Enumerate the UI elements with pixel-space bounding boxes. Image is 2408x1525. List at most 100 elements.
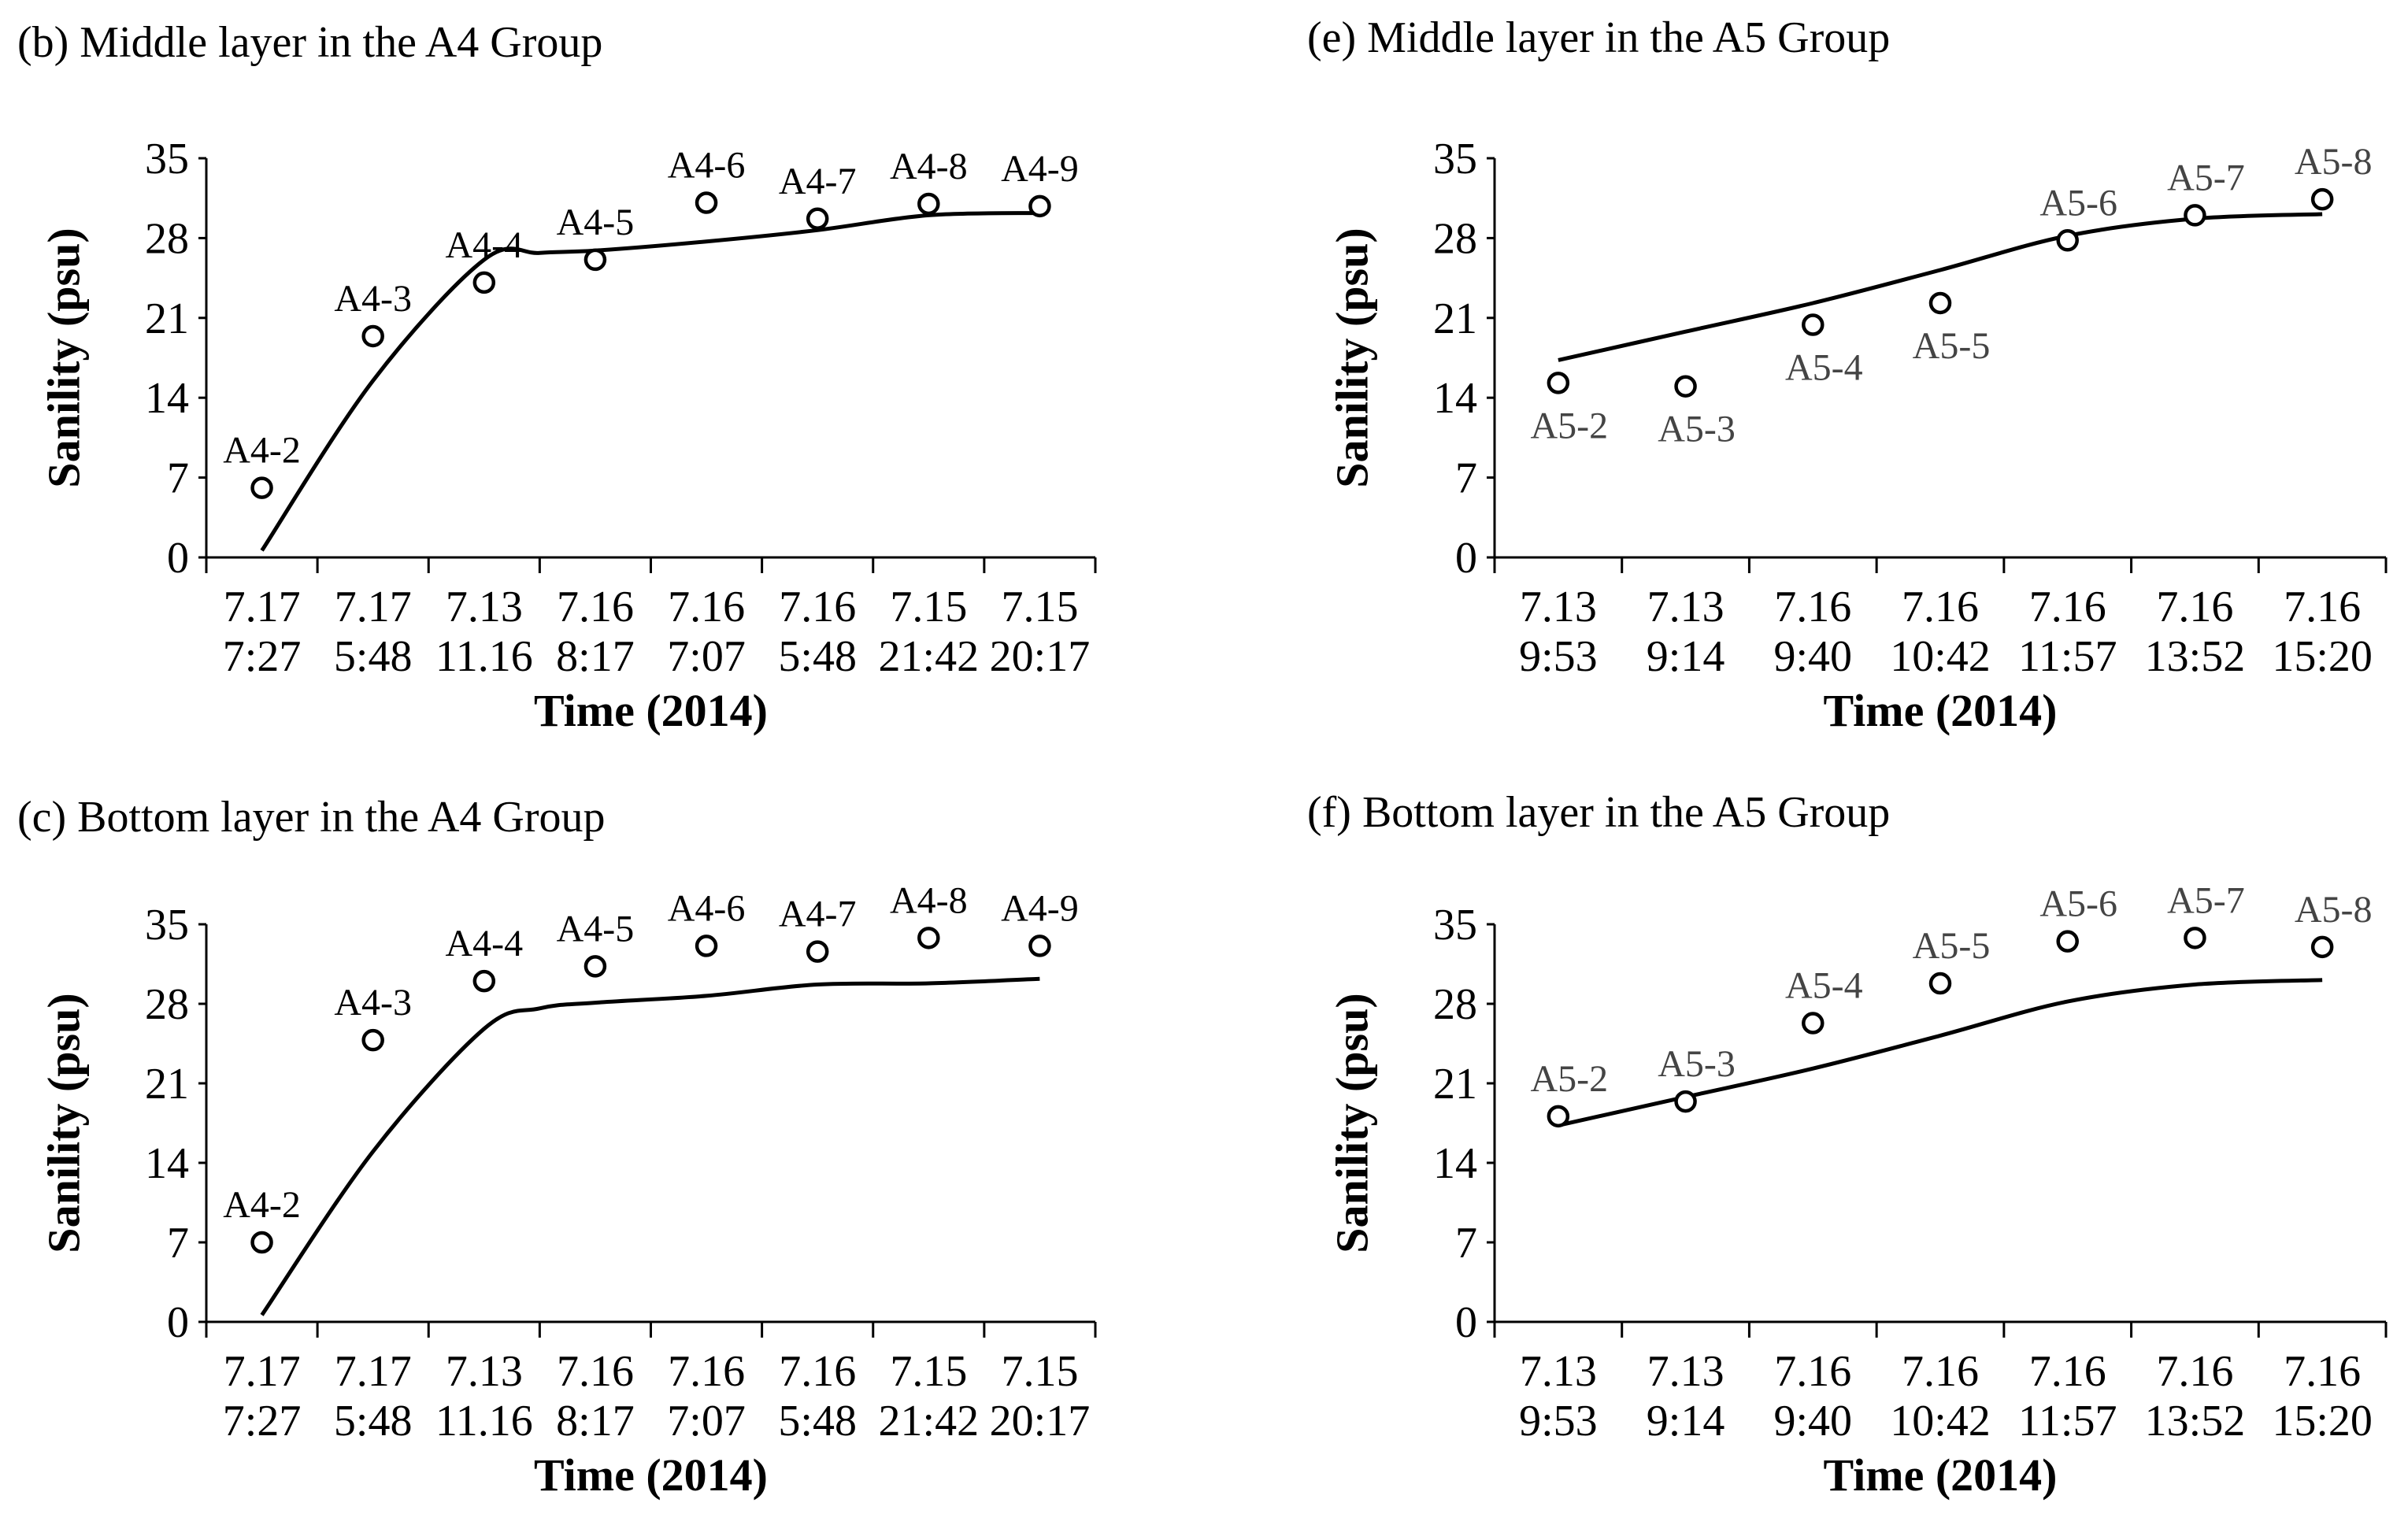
data-point-label: A4-9	[1001, 148, 1079, 190]
x-tick-label-date: 7.15	[890, 1347, 967, 1396]
data-point-label: A4-6	[668, 887, 746, 929]
x-axis-title: Time (2014)	[1824, 1449, 2058, 1501]
data-point-marker	[1028, 935, 1051, 957]
data-point-marker	[1547, 1105, 1570, 1128]
y-tick-label: 35	[1433, 901, 1477, 949]
x-tick-label-time: 5:48	[778, 632, 857, 681]
y-tick-label: 21	[145, 294, 189, 343]
data-point-label: A4-6	[668, 144, 746, 186]
panel-title: (f) Bottom layer in the A5 Group	[1307, 788, 1890, 837]
y-tick-label: 7	[167, 454, 189, 503]
y-tick-label: 7	[1455, 1219, 1477, 1268]
data-point-marker	[1802, 313, 1825, 336]
data-point-marker	[472, 969, 496, 993]
x-tick-label-date: 7.13	[1647, 1347, 1724, 1396]
x-tick-label-time: 11.16	[435, 1397, 533, 1445]
x-tick-label-date: 7.13	[1520, 583, 1597, 631]
data-point-marker	[917, 927, 940, 949]
x-tick-label-date: 7.15	[1001, 583, 1078, 631]
y-tick-label: 14	[145, 374, 189, 423]
data-point-label: A4-8	[890, 146, 968, 187]
data-point-label: A4-9	[1001, 887, 1079, 929]
data-point-marker	[583, 955, 607, 978]
x-tick-label-time: 5:48	[334, 632, 413, 681]
data-point-marker	[1028, 194, 1051, 218]
x-tick-label-date: 7.13	[446, 583, 523, 631]
data-point-label: A4-5	[557, 908, 635, 949]
x-tick-label-time: 20:17	[990, 1397, 1091, 1445]
y-tick-label: 7	[167, 1219, 189, 1268]
x-tick-label-date: 7.16	[668, 1347, 745, 1396]
x-tick-label-time: 8:17	[556, 632, 635, 681]
data-point-marker	[806, 940, 829, 963]
x-tick-label-date: 7.16	[557, 1347, 634, 1396]
data-point-label: A5-6	[2039, 182, 2117, 224]
fitted-curve	[260, 976, 1040, 1316]
x-tick-label-time: 5:48	[334, 1397, 413, 1445]
y-tick-label: 14	[1433, 1139, 1477, 1188]
data-point-label: A5-3	[1658, 409, 1736, 450]
x-tick-label-date: 7.15	[890, 583, 967, 631]
x-tick-label-date: 7.16	[2029, 1347, 2106, 1396]
x-tick-label-time: 9:40	[1774, 1397, 1853, 1445]
x-tick-label-time: 20:17	[990, 632, 1091, 681]
data-point-label: A5-6	[2039, 883, 2117, 925]
x-tick-label-date: 7.16	[2029, 583, 2106, 631]
data-point-marker	[2184, 204, 2206, 227]
x-tick-label-date: 7.13	[1520, 1347, 1597, 1396]
data-point-label: A4-4	[445, 923, 523, 964]
x-tick-label-date: 7.16	[1902, 583, 1979, 631]
x-tick-label-time: 11:57	[2018, 1397, 2117, 1445]
data-point-label: A5-4	[1785, 346, 1863, 388]
data-point-marker	[695, 935, 718, 957]
data-point-marker	[1674, 375, 1697, 398]
data-point-marker	[1928, 291, 1952, 315]
x-tick-label-time: 9:14	[1647, 632, 1725, 681]
x-tick-label-date: 7.13	[1647, 583, 1724, 631]
x-tick-label-date: 7.15	[1001, 1347, 1078, 1396]
x-tick-label-date: 7.16	[668, 583, 745, 631]
x-tick-label-time: 7:07	[667, 632, 746, 681]
y-tick-label: 35	[1433, 135, 1477, 183]
data-point-marker	[2056, 930, 2079, 953]
x-tick-label-date: 7.16	[557, 583, 634, 631]
x-tick-label-time: 10:42	[1890, 1397, 1991, 1445]
x-tick-label-date: 7.16	[1774, 1347, 1851, 1396]
y-tick-label: 0	[1455, 534, 1477, 583]
data-point-marker	[917, 192, 940, 216]
x-tick-label-date: 7.16	[2156, 1347, 2233, 1396]
data-point-marker	[1674, 1090, 1697, 1113]
data-point-marker	[806, 207, 829, 231]
data-point-marker	[472, 271, 496, 294]
x-tick-label-time: 9:40	[1774, 632, 1853, 681]
x-axis-title: Time (2014)	[1824, 685, 2058, 736]
data-point-label: A4-8	[890, 879, 968, 921]
data-point-label: A5-8	[2295, 889, 2373, 931]
data-point-label: A4-3	[334, 982, 412, 1023]
y-axis-title: Sanility (psu)	[1326, 228, 1377, 487]
data-point-label: A4-4	[445, 224, 523, 266]
data-point-marker	[361, 324, 384, 348]
data-point-label: A5-2	[1531, 405, 1609, 446]
x-tick-label-date: 7.13	[446, 1347, 523, 1396]
data-point-label: A5-3	[1658, 1043, 1736, 1085]
x-tick-label-time: 10:42	[1890, 632, 1991, 681]
data-point-marker	[2310, 935, 2334, 959]
y-tick-label: 14	[1433, 374, 1477, 423]
data-point-marker	[2310, 187, 2334, 211]
data-point-label: A4-7	[779, 161, 857, 202]
y-tick-label: 28	[145, 980, 189, 1029]
y-axis-title: Sanility (psu)	[1326, 993, 1377, 1253]
data-point-marker	[2184, 927, 2206, 949]
x-tick-label-time: 11:57	[2018, 632, 2117, 681]
data-point-label: A4-5	[557, 202, 635, 243]
data-point-label: A4-3	[334, 278, 412, 320]
x-tick-label-date: 7.16	[2284, 1347, 2361, 1396]
data-point-marker	[1547, 372, 1570, 394]
y-tick-label: 0	[1455, 1298, 1477, 1347]
data-point-marker	[250, 1231, 273, 1254]
x-tick-label-date: 7.16	[779, 1347, 856, 1396]
data-point-label: A5-7	[2167, 157, 2245, 198]
y-tick-label: 7	[1455, 454, 1477, 503]
